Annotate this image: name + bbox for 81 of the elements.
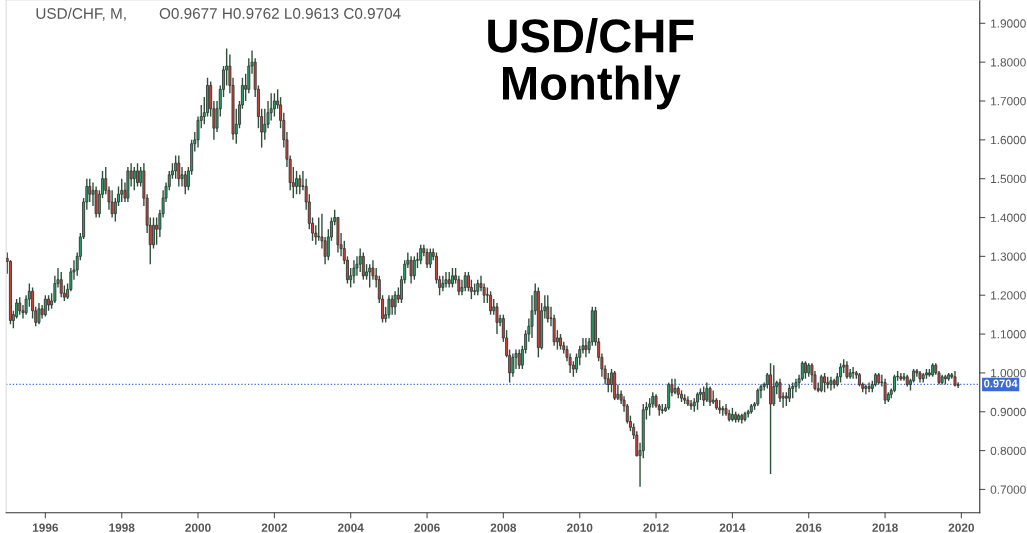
candlestick [696, 391, 699, 411]
y-tick-label: 1.5000 [991, 174, 1026, 184]
candlestick [132, 166, 136, 192]
candlestick [902, 372, 906, 382]
candlestick [667, 381, 671, 411]
y-tick-label: 0.7000 [990, 485, 1026, 494]
candlestick [788, 383, 791, 403]
candlestick [59, 271, 63, 298]
y-tick-label: 1.9000 [991, 19, 1026, 28]
candlestick [803, 360, 807, 380]
candlestick [711, 389, 715, 405]
candlestick [174, 154, 178, 180]
candlestick [893, 374, 896, 394]
candlestick [705, 381, 709, 403]
candlestick [368, 263, 372, 289]
y-tick-label: 1.2000 [991, 291, 1026, 300]
candlestick [272, 92, 276, 118]
x-tick-label: 2008 [490, 523, 517, 532]
candlestick [390, 294, 394, 316]
candlestick [899, 372, 903, 382]
candlestick [517, 348, 521, 370]
candlestick [298, 174, 302, 195]
candlestick [152, 216, 155, 250]
candlestick [120, 177, 124, 203]
candlestick [769, 362, 773, 475]
candlestick [425, 247, 429, 269]
x-tick-label: 2020 [948, 523, 975, 532]
y-tick-label: 1.7000 [991, 97, 1026, 106]
x-tick-label: 2002 [261, 523, 288, 532]
x-tick-label: 2004 [337, 523, 364, 532]
x-tick-label: 2012 [643, 523, 669, 532]
candlestick [680, 389, 683, 403]
x-tick-label: 1996 [32, 523, 59, 532]
x-tick-label: 2010 [567, 523, 593, 532]
candlestick [352, 259, 356, 285]
candlestick [295, 170, 299, 195]
candlestick [180, 166, 184, 188]
y-tick-label: 1.4000 [991, 213, 1026, 222]
candlestick [361, 251, 365, 281]
candlestick [94, 185, 98, 219]
candlestick [874, 372, 877, 388]
candlestick [317, 216, 321, 242]
y-tick-label: 0.9000 [990, 407, 1026, 417]
candlestick [702, 385, 706, 407]
candlestick [463, 271, 467, 293]
annotation: O0.9677 H0.9762 L0.9613 C0.9704 [159, 8, 401, 19]
y-tick-label: 1.3000 [991, 252, 1026, 261]
candlestick [177, 154, 181, 188]
y-tick-label: 1.0000 [991, 368, 1026, 378]
y-tick-label: 1.1000 [991, 330, 1026, 339]
y-tick-label: 1.6000 [991, 135, 1026, 145]
x-tick-label: 1998 [109, 523, 135, 532]
candlestick [559, 333, 562, 351]
x-tick-label: 2014 [719, 523, 746, 532]
candlestick [393, 290, 397, 316]
x-tick-label: 2018 [872, 523, 898, 532]
x-tick-label: 2000 [185, 523, 211, 532]
candlestick [925, 368, 928, 380]
annotation: USD/CHF, M, [36, 7, 126, 21]
candlestick [708, 385, 712, 407]
candlestick [839, 362, 843, 384]
x-tick-label: 2006 [414, 523, 440, 532]
candlestick [451, 267, 454, 289]
candlestick [412, 255, 416, 281]
candlestick [136, 162, 139, 188]
candlestick [867, 381, 871, 394]
ref-line-label: 0.9704 [984, 379, 1018, 388]
candlestick [858, 372, 861, 388]
y-tick-label: 0.8000 [990, 446, 1026, 455]
y-tick-label: 1.8000 [991, 58, 1026, 67]
candlestick [441, 275, 445, 293]
candlestick [110, 189, 114, 219]
candlestick [358, 247, 362, 273]
candlestick [511, 352, 515, 378]
candlestick [546, 294, 550, 324]
candlestick [387, 294, 391, 320]
candlestick [409, 255, 413, 285]
text: USD/CHF Monthly [488, 17, 694, 110]
candlestick [155, 216, 159, 246]
x-tick-label: 2016 [795, 523, 822, 532]
candlestick [183, 170, 187, 195]
